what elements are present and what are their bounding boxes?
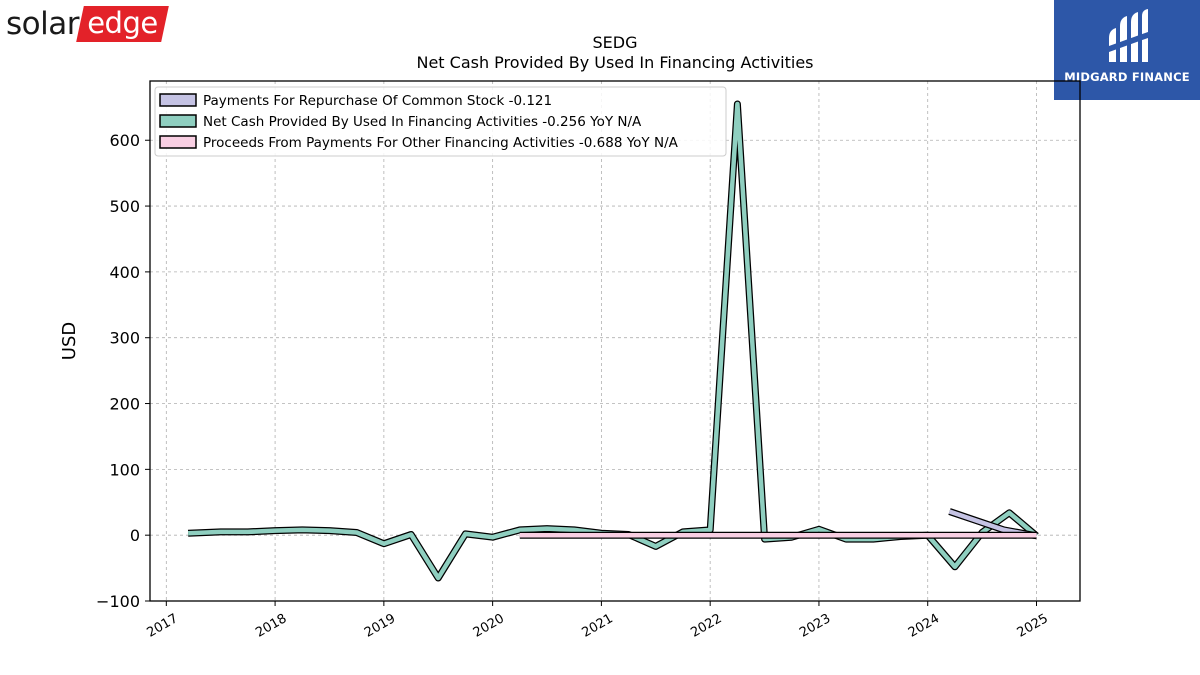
- legend-swatch: [159, 135, 197, 149]
- y-tick-label: 400: [109, 263, 140, 282]
- axis-layer: 2017 2018 2019 2020 2021 2022 2023 2024 2025 −100…: [96, 131, 1051, 640]
- y-axis-label: USD: [59, 322, 80, 360]
- x-tick-label: 2022: [688, 611, 724, 641]
- midgard-finance-logo: MIDGARD FINANCE: [1054, 0, 1200, 100]
- y-tick-label: 100: [109, 460, 140, 479]
- legend-swatch: [159, 114, 197, 128]
- x-tick-label: 2023: [797, 611, 833, 641]
- x-tick-label: 2020: [471, 611, 507, 641]
- y-tick-label: 0: [130, 526, 140, 545]
- x-tick-label: 2025: [1015, 611, 1051, 641]
- logo-text-solar: solar: [6, 6, 79, 42]
- legend: Payments For Repurchase Of Common Stock …: [154, 86, 727, 157]
- x-tick-label: 2024: [906, 611, 942, 641]
- plot-frame: [149, 80, 1081, 602]
- legend-label: Net Cash Provided By Used In Financing A…: [203, 114, 642, 130]
- midgard-emblem-icon: [1109, 9, 1148, 62]
- y-tick-label: −100: [96, 592, 140, 611]
- y-tick-label: 600: [109, 131, 140, 150]
- series-outline: [187, 100, 1039, 582]
- series-layer: [187, 100, 1039, 582]
- chart-title: SEDG: [593, 33, 638, 52]
- grid-layer: [150, 81, 1080, 602]
- x-tick-label: 2017: [144, 611, 180, 641]
- y-tick-label: 300: [109, 329, 140, 348]
- chart-subtitle: Net Cash Provided By Used In Financing A…: [416, 53, 813, 72]
- series-line: [188, 101, 1038, 581]
- x-tick-label: 2021: [580, 611, 616, 641]
- y-tick-label: 500: [109, 197, 140, 216]
- legend-box: [154, 86, 727, 157]
- solaredge-logo: solar edge: [6, 4, 169, 44]
- x-tick-label: 2018: [253, 611, 289, 641]
- midgard-finance-text: MIDGARD FINANCE: [1064, 70, 1190, 84]
- legend-label: Payments For Repurchase Of Common Stock …: [203, 93, 552, 109]
- x-tick-label: 2019: [362, 611, 398, 641]
- legend-swatch: [159, 93, 197, 107]
- legend-label: Proceeds From Payments For Other Financi…: [203, 135, 679, 151]
- y-tick-label: 200: [109, 395, 140, 414]
